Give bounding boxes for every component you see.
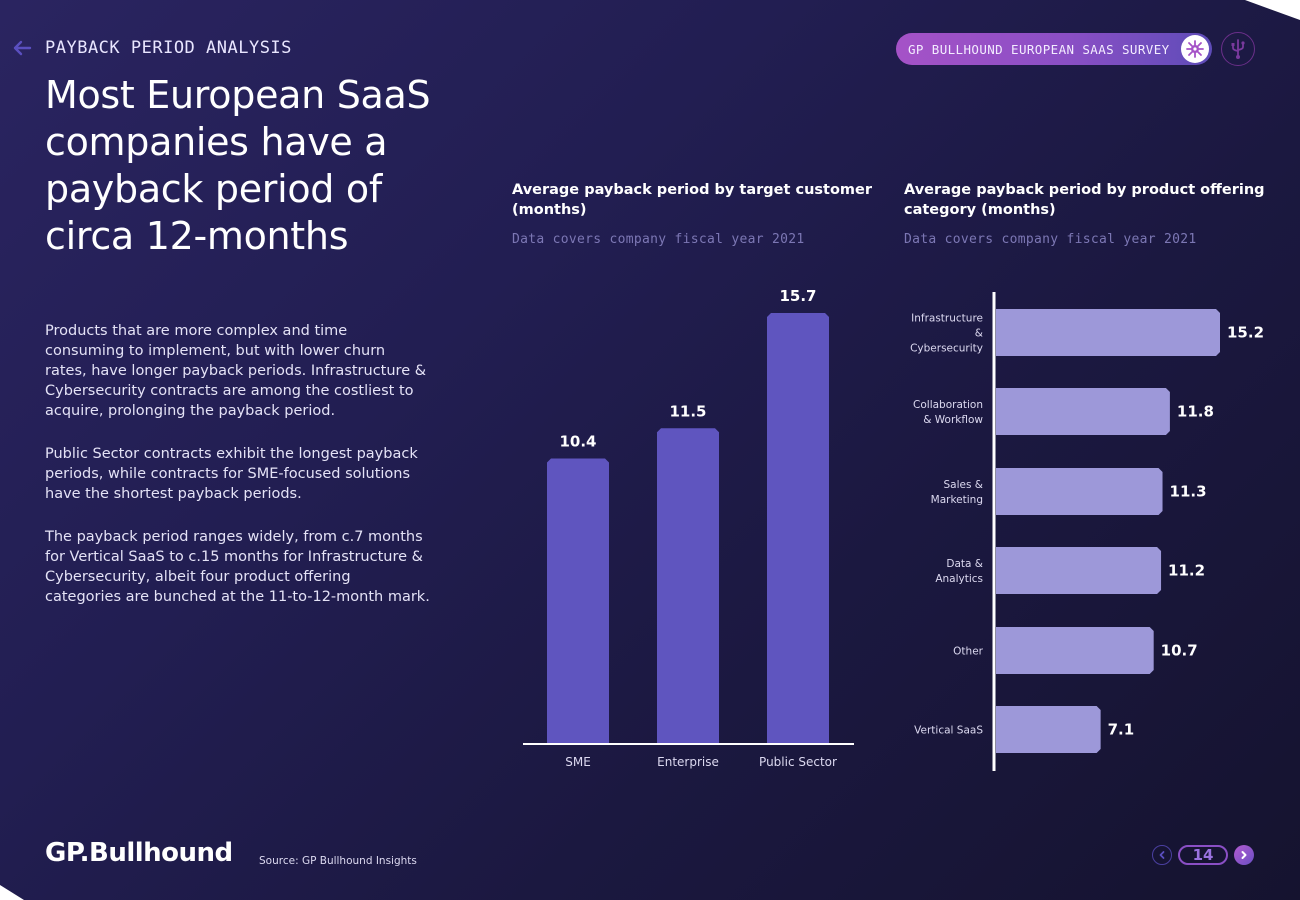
- chevron-right-icon: [1241, 851, 1247, 859]
- bar-category: [996, 547, 1162, 594]
- arrow-left-icon: [13, 40, 32, 56]
- x-tick-label: SME: [565, 755, 591, 769]
- bar-value-label: 11.5: [669, 402, 706, 420]
- prev-page-button[interactable]: [1152, 845, 1172, 865]
- page-number: 14: [1178, 845, 1228, 865]
- bar-value-label: 11.2: [1168, 562, 1205, 580]
- bar-value-label: 7.1: [1108, 721, 1135, 739]
- bar-category: [996, 388, 1170, 435]
- survey-pill-button[interactable]: GP BULLHOUND EUROPEAN SAAS SURVEY: [896, 33, 1212, 65]
- chevron-left-icon: [1159, 851, 1165, 859]
- bar-value-label: 11.8: [1177, 403, 1214, 421]
- y-tick-label: Cybersecurity: [910, 343, 983, 355]
- bar-category: [996, 627, 1154, 674]
- bar-sme: [547, 458, 609, 744]
- y-tick-label: &: [975, 328, 983, 340]
- usb-button[interactable]: [1221, 32, 1255, 66]
- body-paragraph: The payback period ranges widely, from c…: [45, 529, 430, 605]
- y-tick-label: Data &: [946, 558, 983, 570]
- y-tick-label: Collaboration: [913, 399, 983, 411]
- bacteria-logo-icon: [1181, 35, 1209, 63]
- bar-public-sector: [767, 313, 829, 744]
- y-tick-label: Vertical SaaS: [914, 725, 983, 737]
- chart-2-subtitle: Data covers company fiscal year 2021: [904, 232, 1197, 247]
- bar-category: [996, 468, 1163, 515]
- bar-category: [996, 706, 1101, 753]
- bar-category: [996, 309, 1220, 356]
- bar-value-label: 15.2: [1227, 324, 1264, 342]
- next-page-button[interactable]: [1234, 845, 1254, 865]
- back-button[interactable]: [10, 38, 34, 58]
- source-note: Source: GP Bullhound Insights: [259, 855, 417, 867]
- bar-value-label: 11.3: [1170, 483, 1207, 501]
- y-tick-label: Sales &: [944, 479, 983, 491]
- body-copy: Products that are more complex and time …: [45, 321, 430, 630]
- y-tick-label: Infrastructure: [911, 313, 983, 325]
- y-tick-label: Other: [953, 646, 983, 658]
- chart-1-title: Average payback period by target custome…: [512, 182, 873, 218]
- survey-pill-label: GP BULLHOUND EUROPEAN SAAS SURVEY: [908, 41, 1170, 57]
- x-tick-label: Enterprise: [657, 755, 719, 769]
- bar-value-label: 10.7: [1161, 642, 1198, 660]
- body-paragraph: Public Sector contracts exhibit the long…: [45, 446, 418, 502]
- chart-2-title: Average payback period by product offeri…: [904, 182, 1265, 218]
- usb-icon: [1231, 39, 1245, 59]
- y-tick-label: & Workflow: [923, 414, 983, 426]
- y-tick-label: Marketing: [931, 494, 983, 506]
- bar-enterprise: [657, 428, 719, 744]
- pagination: 14: [1152, 845, 1254, 865]
- gp-bullhound-logo: GP.Bullhound: [45, 838, 233, 868]
- y-tick-label: Analytics: [935, 573, 983, 585]
- x-tick-label: Public Sector: [759, 755, 837, 769]
- body-paragraph: Products that are more complex and time …: [45, 323, 427, 419]
- section-label: PAYBACK PERIOD ANALYSIS: [45, 38, 292, 58]
- bar-value-label: 10.4: [559, 432, 596, 450]
- bar-value-label: 15.7: [779, 287, 816, 305]
- page-title: Most European SaaS companies have a payb…: [45, 73, 431, 258]
- chart-1-subtitle: Data covers company fiscal year 2021: [512, 232, 805, 247]
